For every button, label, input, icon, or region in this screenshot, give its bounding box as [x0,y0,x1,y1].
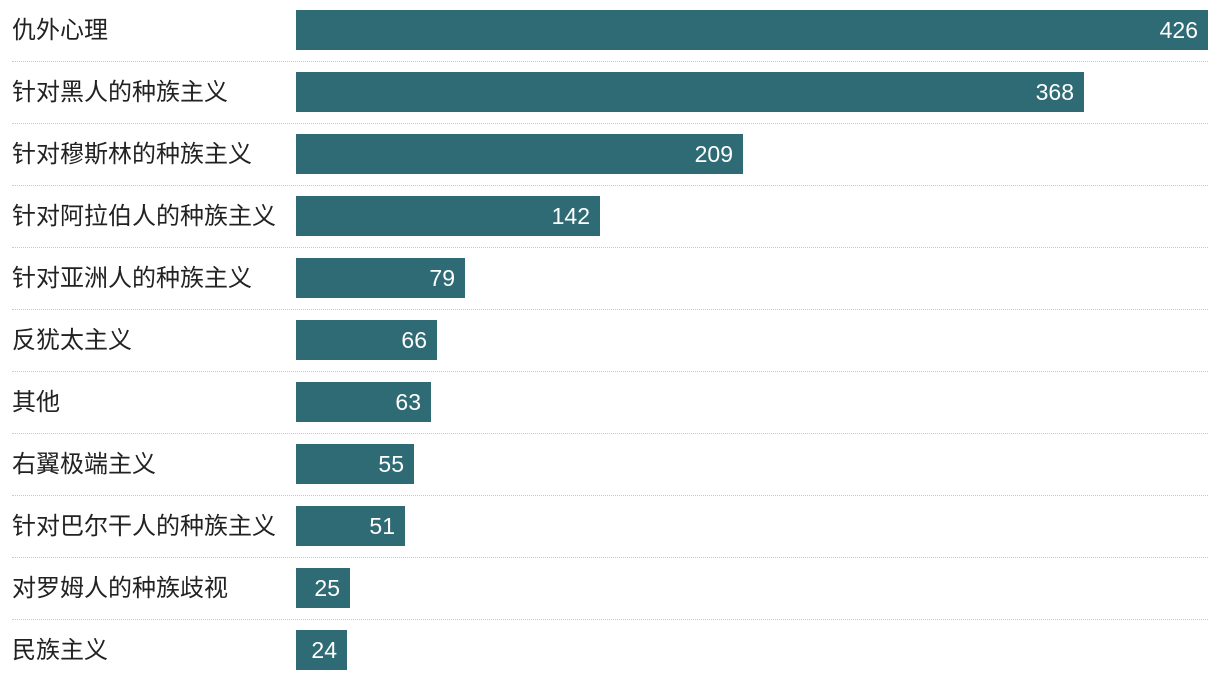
bar [296,134,743,174]
bar-row: 右翼极端主义 55 [0,444,1220,506]
value-label: 25 [314,575,340,601]
row-divider [12,309,1208,310]
value-label: 368 [1035,79,1074,105]
bar [296,382,431,422]
bar [296,320,437,360]
row-divider [12,185,1208,186]
category-label: 针对穆斯林的种族主义 [12,140,252,168]
category-label: 针对亚洲人的种族主义 [12,264,252,292]
category-label: 针对巴尔干人的种族主义 [12,512,276,540]
category-label: 针对黑人的种族主义 [12,78,228,106]
row-divider [12,619,1208,620]
row-divider [12,123,1208,124]
bar-row: 仇外心理 426 [0,10,1220,72]
category-label: 其他 [12,388,60,416]
bar-row: 民族主义 24 [0,630,1220,692]
bar-row: 针对阿拉伯人的种族主义 142 [0,196,1220,258]
bar-row: 针对巴尔干人的种族主义 51 [0,506,1220,568]
value-label: 79 [429,265,455,291]
bar-row: 针对黑人的种族主义 368 [0,72,1220,134]
row-divider [12,557,1208,558]
category-label: 针对阿拉伯人的种族主义 [12,202,276,230]
bar [296,10,1208,50]
row-divider [12,433,1208,434]
value-label: 66 [401,327,427,353]
category-label: 反犹太主义 [12,326,132,354]
bar [296,568,350,608]
value-label: 426 [1159,17,1198,43]
category-label: 仇外心理 [12,16,108,44]
row-divider [12,495,1208,496]
bar-row: 反犹太主义 66 [0,320,1220,382]
value-label: 55 [378,451,404,477]
bar-row: 其他 63 [0,382,1220,444]
bar [296,506,405,546]
bar-row: 针对穆斯林的种族主义 209 [0,134,1220,196]
bar [296,258,465,298]
category-label: 对罗姆人的种族歧视 [12,574,228,602]
row-divider [12,247,1208,248]
bar [296,630,347,670]
value-label: 24 [311,637,337,663]
category-label: 民族主义 [12,636,108,664]
category-label: 右翼极端主义 [12,450,156,478]
value-label: 142 [551,203,590,229]
value-label: 63 [395,389,421,415]
value-label: 51 [369,513,395,539]
bar [296,72,1084,112]
bar [296,444,414,484]
value-label: 209 [694,141,733,167]
bar [296,196,600,236]
bar-row: 针对亚洲人的种族主义 79 [0,258,1220,320]
row-divider [12,371,1208,372]
row-divider [12,61,1208,62]
bar-row: 对罗姆人的种族歧视 25 [0,568,1220,630]
